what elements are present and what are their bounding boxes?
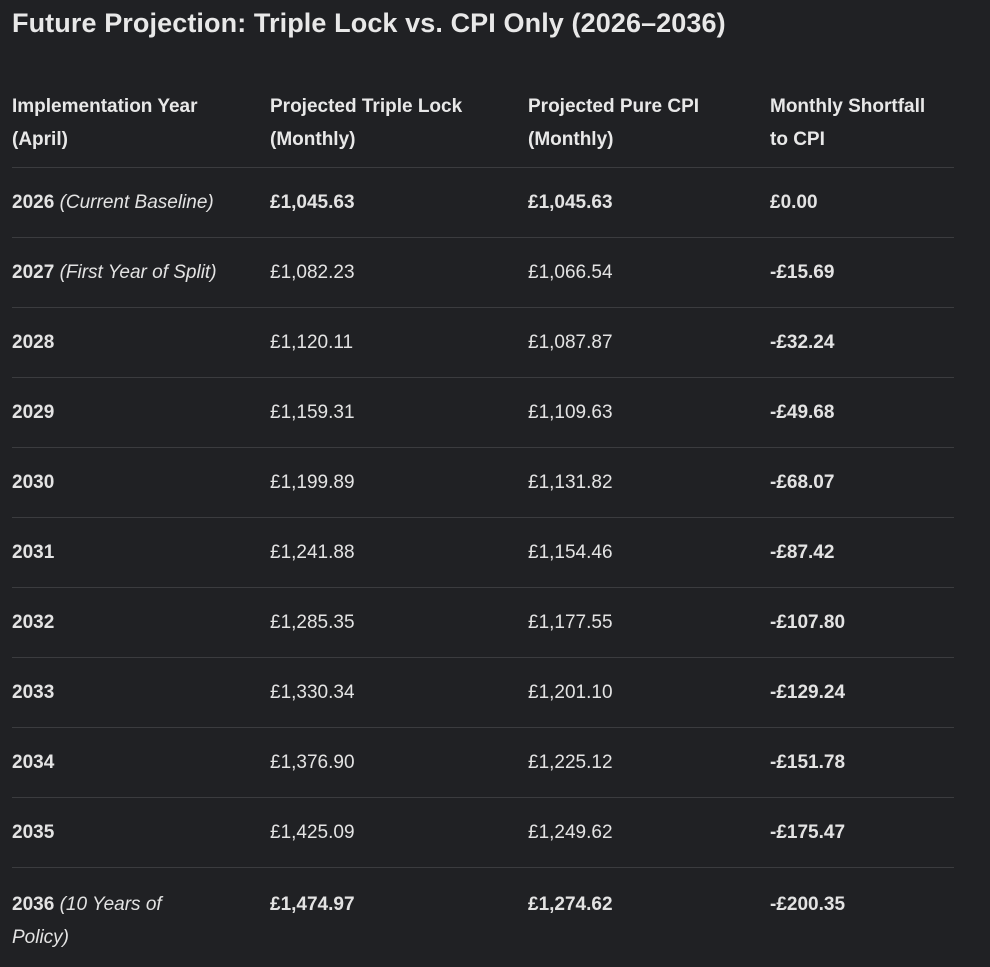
projection-table: Implementation Year (April) Projected Tri… bbox=[12, 84, 954, 950]
shortfall-cell: -£151.78 bbox=[770, 752, 846, 773]
triple-lock-cell: £1,241.88 bbox=[270, 542, 355, 563]
shortfall-cell: -£129.24 bbox=[770, 682, 846, 703]
triple-lock-cell: £1,199.89 bbox=[270, 472, 355, 493]
year-cell: 2027 (First Year of Split) bbox=[12, 262, 217, 283]
table-row: 2029 £1,159.31 £1,109.63 -£49.68 bbox=[12, 378, 954, 448]
table-row: 2026 (Current Baseline) £1,045.63 £1,045… bbox=[12, 168, 954, 238]
table-row: 2036 (10 Years of Policy) £1,474.97 £1,27… bbox=[12, 868, 954, 950]
pure-cpi-cell: £1,201.10 bbox=[528, 682, 613, 703]
triple-lock-cell: £1,474.97 bbox=[270, 894, 355, 915]
shortfall-cell: -£87.42 bbox=[770, 542, 835, 563]
triple-lock-cell: £1,120.11 bbox=[270, 332, 354, 353]
year-cell: 2036 (10 Years of Policy) bbox=[12, 894, 162, 948]
year-cell: 2034 bbox=[12, 752, 55, 773]
shortfall-cell: -£175.47 bbox=[770, 822, 846, 843]
year-cell: 2028 bbox=[12, 332, 55, 353]
shortfall-cell: -£49.68 bbox=[770, 402, 835, 423]
pure-cpi-cell: £1,045.63 bbox=[528, 192, 613, 213]
shortfall-cell: -£107.80 bbox=[770, 612, 846, 633]
year-cell: 2030 bbox=[12, 472, 55, 493]
shortfall-cell: -£32.24 bbox=[770, 332, 835, 353]
year-cell: 2026 (Current Baseline) bbox=[12, 192, 214, 213]
pure-cpi-cell: £1,177.55 bbox=[528, 612, 613, 633]
year-cell: 2029 bbox=[12, 402, 55, 423]
header-monthly-shortfall: Monthly Shortfall to CPI bbox=[770, 96, 926, 150]
table-row: 2031 £1,241.88 £1,154.46 -£87.42 bbox=[12, 518, 954, 588]
table-row: 2035 £1,425.09 £1,249.62 -£175.47 bbox=[12, 798, 954, 868]
year-cell: 2031 bbox=[12, 542, 55, 563]
table-header-row: Implementation Year (April) Projected Tri… bbox=[12, 84, 954, 168]
triple-lock-cell: £1,376.90 bbox=[270, 752, 355, 773]
triple-lock-cell: £1,082.23 bbox=[270, 262, 355, 283]
year-cell: 2033 bbox=[12, 682, 55, 703]
shortfall-cell: £0.00 bbox=[770, 192, 818, 213]
triple-lock-cell: £1,285.35 bbox=[270, 612, 355, 633]
pure-cpi-cell: £1,087.87 bbox=[528, 332, 613, 353]
triple-lock-cell: £1,425.09 bbox=[270, 822, 355, 843]
table-row: 2033 £1,330.34 £1,201.10 -£129.24 bbox=[12, 658, 954, 728]
pure-cpi-cell: £1,131.82 bbox=[528, 472, 613, 493]
triple-lock-cell: £1,159.31 bbox=[270, 402, 355, 423]
table-row: 2027 (First Year of Split) £1,082.23 £1,… bbox=[12, 238, 954, 308]
header-projected-triple-lock: Projected Triple Lock (Monthly) bbox=[270, 96, 463, 150]
year-cell: 2032 bbox=[12, 612, 55, 633]
table-row: 2034 £1,376.90 £1,225.12 -£151.78 bbox=[12, 728, 954, 798]
year-cell: 2035 bbox=[12, 822, 55, 843]
pure-cpi-cell: £1,154.46 bbox=[528, 542, 613, 563]
page-title: Future Projection: Triple Lock vs. CPI O… bbox=[12, 8, 726, 38]
pure-cpi-cell: £1,225.12 bbox=[528, 752, 613, 773]
pure-cpi-cell: £1,274.62 bbox=[528, 894, 613, 915]
pure-cpi-cell: £1,066.54 bbox=[528, 262, 613, 283]
shortfall-cell: -£68.07 bbox=[770, 472, 835, 493]
triple-lock-cell: £1,330.34 bbox=[270, 682, 355, 703]
table-row: 2032 £1,285.35 £1,177.55 -£107.80 bbox=[12, 588, 954, 658]
triple-lock-cell: £1,045.63 bbox=[270, 192, 355, 213]
table-row: 2030 £1,199.89 £1,131.82 -£68.07 bbox=[12, 448, 954, 518]
header-projected-pure-cpi: Projected Pure CPI (Monthly) bbox=[528, 96, 700, 150]
shortfall-cell: -£200.35 bbox=[770, 894, 846, 915]
table-row: 2028 £1,120.11 £1,087.87 -£32.24 bbox=[12, 308, 954, 378]
pure-cpi-cell: £1,109.63 bbox=[528, 402, 613, 423]
pure-cpi-cell: £1,249.62 bbox=[528, 822, 613, 843]
header-implementation-year: Implementation Year (April) bbox=[12, 96, 198, 150]
shortfall-cell: -£15.69 bbox=[770, 262, 835, 283]
